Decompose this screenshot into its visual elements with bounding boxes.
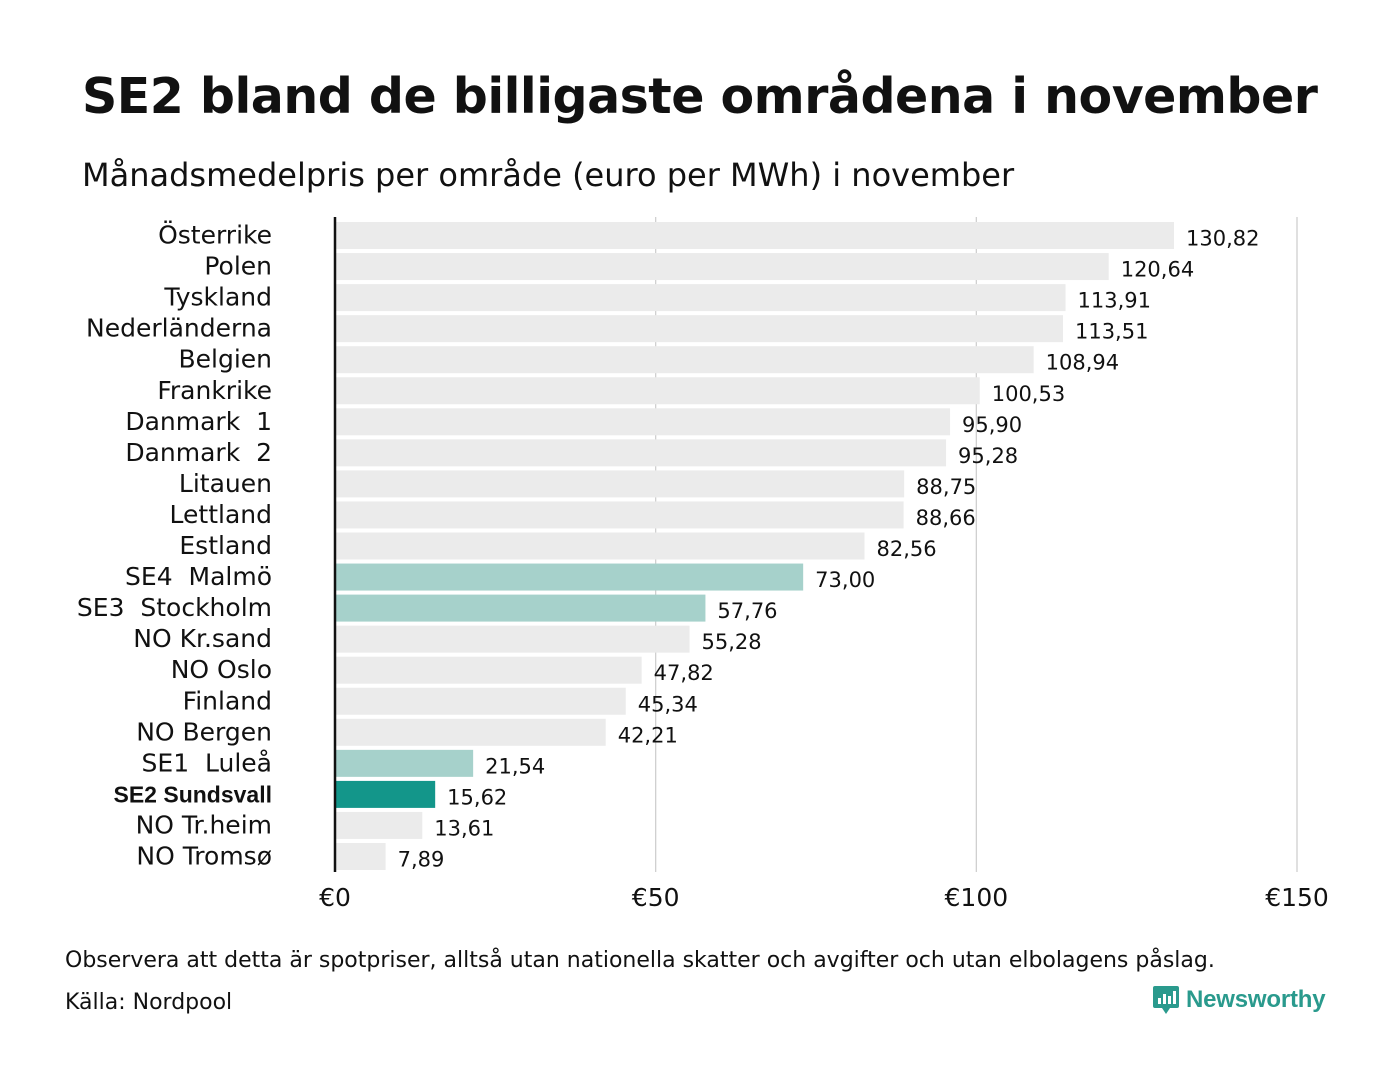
bar — [335, 439, 947, 467]
category-label: Danmark 2 — [125, 438, 272, 467]
category-label: NO Tr.heim — [136, 810, 272, 839]
category-label: SE4 Malmö — [125, 562, 272, 591]
category-label: NO Tromsø — [136, 842, 272, 871]
bar — [335, 408, 951, 436]
value-label: 113,51 — [1075, 320, 1148, 344]
category-label: Finland — [183, 686, 272, 715]
category-label: Litauen — [179, 469, 272, 498]
bar — [335, 470, 905, 498]
x-tick-label: €150 — [1265, 883, 1329, 912]
bar — [335, 625, 690, 653]
x-axis-ticks: €0 €50 €100 €150 — [319, 883, 1329, 912]
bar — [335, 718, 606, 746]
category-label: Frankrike — [157, 376, 272, 405]
value-label: 47,82 — [654, 661, 714, 685]
chart-title: SE2 bland de billigaste områdena i novem… — [82, 68, 1318, 125]
category-label: SE3 Stockholm — [77, 593, 272, 622]
value-label: 82,56 — [876, 537, 936, 561]
bar — [335, 811, 423, 839]
value-label: 15,62 — [447, 785, 507, 809]
chart-subtitle: Månadsmedelpris per område (euro per MWh… — [82, 156, 1015, 194]
bar — [335, 780, 436, 808]
category-label: NO Kr.sand — [133, 624, 272, 653]
value-label: 108,94 — [1046, 351, 1119, 375]
source-note: Källa: Nordpool — [65, 990, 233, 1015]
category-label: NO Bergen — [136, 717, 272, 746]
value-label: 88,75 — [916, 475, 976, 499]
value-label: 95,90 — [962, 413, 1022, 437]
bar — [335, 563, 804, 591]
brand-logo: Newsworthy — [1152, 984, 1326, 1016]
bar — [335, 656, 642, 684]
value-label: 45,34 — [638, 692, 698, 716]
bar-chart: ÖsterrikePolenTysklandNederländernaBelgi… — [77, 217, 1329, 912]
bar — [335, 532, 865, 560]
value-label: 113,91 — [1078, 289, 1151, 313]
bar — [335, 346, 1034, 374]
category-label: Polen — [204, 252, 272, 281]
value-label: 88,66 — [916, 506, 976, 530]
x-tick-label: €50 — [632, 883, 680, 912]
category-label: SE2 Sundsvall — [113, 781, 272, 807]
category-labels: ÖsterrikePolenTysklandNederländernaBelgi… — [77, 221, 272, 871]
value-label: 130,82 — [1186, 227, 1259, 251]
bar — [335, 501, 904, 529]
bar — [335, 315, 1063, 343]
newsworthy-logo-icon — [1153, 986, 1179, 1014]
bars — [335, 222, 1174, 870]
value-label: 95,28 — [958, 444, 1018, 468]
bar — [335, 749, 474, 777]
value-label: 100,53 — [992, 382, 1065, 406]
bar — [335, 253, 1109, 281]
value-label: 73,00 — [815, 568, 875, 592]
value-label: 21,54 — [485, 754, 545, 778]
value-label: 55,28 — [702, 630, 762, 654]
value-label: 42,21 — [618, 723, 678, 747]
category-label: Lettland — [170, 500, 272, 529]
category-label: Österrike — [158, 221, 272, 250]
bar — [335, 222, 1174, 249]
bar — [335, 377, 980, 405]
category-label: Estland — [179, 531, 272, 560]
bar — [335, 284, 1066, 312]
bar — [335, 594, 706, 622]
bar — [335, 687, 626, 715]
x-tick-label: €100 — [945, 883, 1009, 912]
value-label: 57,76 — [717, 599, 777, 623]
category-label: Tyskland — [163, 283, 272, 312]
value-label: 13,61 — [434, 816, 494, 840]
category-label: SE1 Luleå — [142, 748, 272, 777]
category-label: Danmark 1 — [125, 407, 272, 436]
x-tick-label: €0 — [319, 883, 351, 912]
brand-name: Newsworthy — [1186, 986, 1326, 1013]
value-label: 120,64 — [1121, 258, 1194, 282]
footnote: Observera att detta är spotpriser, allts… — [65, 948, 1215, 973]
category-label: Nederländerna — [86, 314, 272, 343]
value-labels: 130,82 120,64 113,91 113,51 108,94 100,53 95,9… — [398, 227, 1260, 872]
bar — [335, 843, 386, 870]
value-label: 7,89 — [398, 848, 445, 872]
category-label: NO Oslo — [171, 655, 272, 684]
category-label: Belgien — [178, 345, 272, 374]
